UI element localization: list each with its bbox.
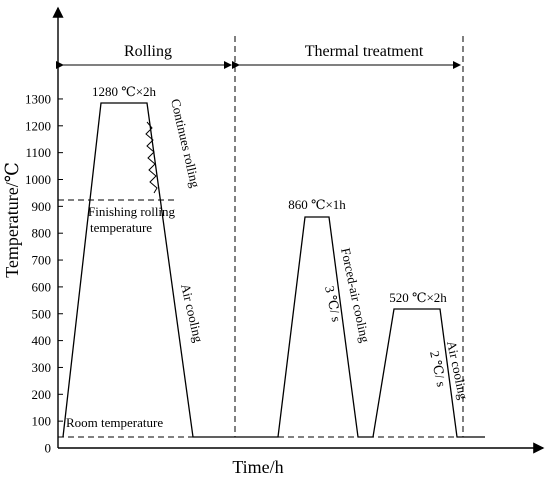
process-curve [62, 102, 485, 438]
y-tick-label: 800 [32, 226, 52, 241]
y-tick-label: 1200 [25, 118, 51, 133]
y-tick-label: 1300 [25, 91, 51, 106]
finishing-rolling-label-1: Finishing rolling [88, 204, 176, 219]
finishing-rolling-label-2: temperature [90, 220, 152, 235]
y-tick-label: 200 [32, 387, 52, 402]
y-tick-label: 700 [32, 253, 52, 268]
hold-label-1280: 1280 ℃×2h [92, 84, 157, 99]
hold-label-860: 860 ℃×1h [288, 197, 346, 212]
hold-label-520: 520 ℃×2h [389, 290, 447, 305]
y-tick-label: 100 [32, 414, 52, 429]
y-tick-label: 1100 [25, 145, 51, 160]
continuous-rolling-label: Continues rolling [168, 97, 203, 189]
y-tick-label: 600 [32, 279, 52, 294]
y-tick-label: 300 [32, 360, 52, 375]
continuous-rolling-zigzag [145, 121, 158, 194]
thermal-section-label: Thermal treatment [305, 43, 424, 60]
y-tick-label: 500 [32, 306, 52, 321]
y-axis-title: Temperature/℃ [2, 162, 22, 278]
y-tick-label: 900 [32, 199, 52, 214]
rolling-section-label: Rolling [124, 43, 172, 60]
y-axis-ticks: 0 100 200 300 400 500 600 700 800 900 1000 1100 1200… [25, 91, 63, 456]
y-tick-label: 400 [32, 333, 52, 348]
y-tick-label: 1000 [25, 172, 51, 187]
y-tick-label: 0 [45, 441, 52, 456]
x-axis-title: Time/h [232, 457, 283, 477]
room-temperature-label: Room temperature [66, 415, 163, 430]
air-cooling-label-1: Air cooling [178, 282, 206, 344]
forced-air-rate-label: 3 ℃/ s [322, 285, 344, 324]
air-cooling-rate-label: 2 ℃/ s [427, 350, 449, 389]
